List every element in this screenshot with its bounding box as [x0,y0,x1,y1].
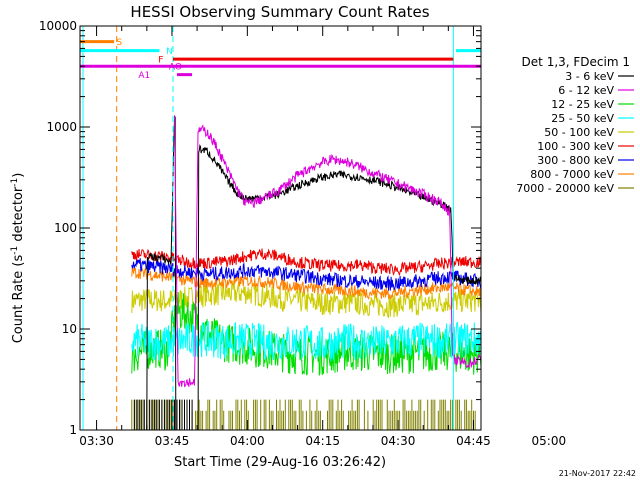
series-line-7 [131,258,481,291]
axes: 1 10 100 1000 10000 03:30 03:45 04:00 04:15 04:30… [39,19,566,448]
y-axis-label: Count Rate (s-1 detector-1) [10,173,26,344]
series-low-counts [133,399,193,430]
series-line-4 [131,320,481,362]
x-tick-label: 04:30 [381,434,416,448]
legend-label-3: 12 - 25 keV [551,98,614,111]
band-label-4: F [158,56,163,66]
legend-label-6: 100 - 300 keV [537,140,614,153]
series-line-2 [174,115,481,388]
legend-title: Det 1,3, FDecim 1 [522,55,630,69]
y-tick-label: 1 [69,423,77,437]
legend-label-5: 50 - 100 keV [544,126,614,139]
series-layer [131,115,481,430]
y-tick-label: 10000 [39,19,77,33]
legend-label-9: 7000 - 20000 keV [516,182,614,195]
legend-label-1: 3 - 6 keV [565,70,614,83]
band-label-6: A1 [138,71,150,81]
series-line-6 [131,248,481,277]
band-label-0: S [116,38,122,48]
legend-label-2: 6 - 12 keV [558,84,614,97]
x-tick-label: 03:30 [79,434,114,448]
series-line-1 [131,115,481,430]
band-label-2: N [166,47,173,57]
y-tick-label: 1000 [46,120,77,134]
chart-title: HESSI Observing Summary Count Rates [130,3,429,21]
x-tick-label: 03:45 [155,434,190,448]
x-tick-label: 04:45 [456,434,491,448]
x-tick-label: 05:00 [532,434,567,448]
timestamp: 21-Nov-2017 22:42 [559,469,636,478]
x-axis-label: Start Time (29-Aug-16 03:26:42) [174,455,386,470]
y-tick-label: 100 [54,221,77,235]
band-label-5: AO [169,63,182,73]
legend-label-8: 800 - 7000 keV [530,168,614,181]
series-line-3 [131,291,481,377]
x-tick-label: 04:15 [305,434,340,448]
legend-label-7: 300 - 800 keV [537,154,614,167]
legend-label-4: 25 - 50 keV [551,112,614,125]
x-tick-label: 04:00 [230,434,265,448]
plot-background [80,26,481,430]
plot-area [80,26,481,430]
y-tick-label: 10 [62,322,77,336]
series-line-5 [131,280,481,319]
